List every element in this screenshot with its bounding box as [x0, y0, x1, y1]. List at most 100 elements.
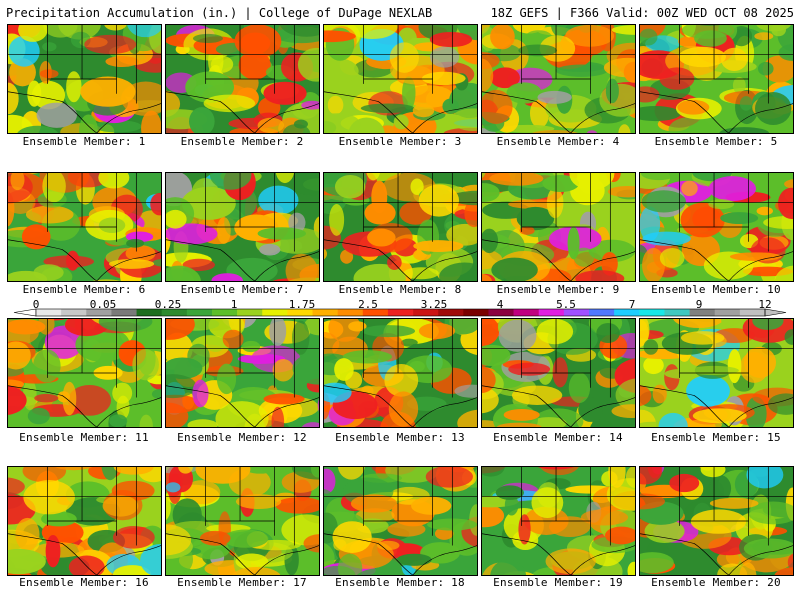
colorbar-swatch	[211, 309, 238, 316]
ensemble-map-panel	[639, 172, 794, 282]
ensemble-map-panel	[639, 318, 794, 428]
precipitation-map	[8, 467, 161, 575]
colorbar-tick-label: 1	[230, 298, 238, 311]
precipitation-map	[8, 25, 161, 133]
precipitation-map	[324, 173, 477, 281]
precipitation-map	[324, 25, 477, 133]
colorbar-swatch	[287, 309, 313, 316]
colorbar-swatch	[538, 309, 565, 316]
ensemble-map-panel	[323, 466, 478, 576]
colorbar-swatch	[689, 309, 716, 316]
precipitation-map	[166, 467, 319, 575]
ensemble-map-panel	[165, 466, 320, 576]
colorbar	[13, 308, 787, 317]
ensemble-map-panel	[165, 24, 320, 134]
precipitation-map	[482, 467, 635, 575]
ensemble-map-panel	[323, 318, 478, 428]
ensemble-map-panel	[481, 172, 636, 282]
ensemble-map-panel	[639, 466, 794, 576]
ensemble-map-panel	[481, 318, 636, 428]
colorbar-swatch	[387, 309, 414, 316]
ensemble-map-panel	[481, 24, 636, 134]
colorbar-swatch	[262, 309, 288, 316]
colorbar-tick-label: 12	[758, 298, 772, 311]
colorbar-swatch	[237, 309, 263, 316]
ensemble-member-label: Ensemble Member: 9	[496, 283, 620, 296]
ensemble-map-panel	[639, 24, 794, 134]
precipitation-map	[166, 319, 319, 427]
colorbar-swatch	[438, 309, 464, 316]
model-run-info: 18Z GEFS | F366 Valid: 00Z WED OCT 08 20…	[490, 6, 794, 20]
ensemble-member-label: Ensemble Member: 19	[493, 576, 623, 589]
ensemble-member-label: Ensemble Member: 5	[654, 135, 778, 148]
precipitation-map	[640, 25, 793, 133]
ensemble-member-label: Ensemble Member: 14	[493, 431, 623, 444]
ensemble-member-label: Ensemble Member: 17	[177, 576, 307, 589]
ensemble-map-panel	[323, 24, 478, 134]
colorbar-swatch	[664, 309, 690, 316]
ensemble-member-label: Ensemble Member: 3	[338, 135, 462, 148]
colorbar-tick-label: 3.25	[420, 298, 448, 311]
colorbar-swatch	[161, 309, 188, 316]
ensemble-member-label: Ensemble Member: 13	[335, 431, 465, 444]
colorbar-swatch	[589, 309, 615, 316]
colorbar-swatch	[413, 309, 439, 316]
ensemble-member-label: Ensemble Member: 11	[19, 431, 149, 444]
precipitation-map	[324, 467, 477, 575]
colorbar-tick-label: 0.25	[154, 298, 182, 311]
ensemble-member-label: Ensemble Member: 18	[335, 576, 465, 589]
colorbar-tick-label: 1.75	[288, 298, 316, 311]
ensemble-map-panel	[7, 318, 162, 428]
colorbar-swatch	[36, 309, 62, 316]
colorbar-tick-label: 9	[695, 298, 703, 311]
colorbar-swatch	[136, 309, 162, 316]
colorbar-swatch	[639, 309, 665, 316]
colorbar-swatch	[86, 309, 112, 316]
colorbar-tick-label: 4	[496, 298, 504, 311]
ensemble-member-label: Ensemble Member: 10	[651, 283, 781, 296]
precipitation-map	[166, 25, 319, 133]
colorbar-tick-label: 7	[628, 298, 636, 311]
ensemble-member-label: Ensemble Member: 6	[22, 283, 146, 296]
colorbar-tick-label: 0.05	[89, 298, 117, 311]
ensemble-member-label: Ensemble Member: 4	[496, 135, 620, 148]
colorbar-swatch	[186, 309, 213, 316]
ensemble-member-label: Ensemble Member: 7	[180, 283, 304, 296]
precipitation-map	[166, 173, 319, 281]
colorbar-swatch	[614, 309, 640, 316]
colorbar-swatch	[739, 309, 766, 316]
colorbar-tick-label: 2.5	[358, 298, 378, 311]
colorbar-swatch	[513, 309, 540, 316]
colorbar-swatch	[463, 309, 489, 316]
ensemble-map-panel	[481, 466, 636, 576]
precipitation-map	[482, 25, 635, 133]
ensemble-map-panel	[165, 318, 320, 428]
colorbar-swatch	[61, 309, 87, 316]
colorbar-tick-label: 5.5	[556, 298, 576, 311]
precipitation-map	[640, 319, 793, 427]
ensemble-member-label: Ensemble Member: 16	[19, 576, 149, 589]
precipitation-map	[640, 467, 793, 575]
colorbar-swatch	[111, 309, 137, 316]
ensemble-member-label: Ensemble Member: 2	[180, 135, 304, 148]
precipitation-map	[324, 319, 477, 427]
colorbar-swatch	[488, 309, 514, 316]
ensemble-member-label: Ensemble Member: 12	[177, 431, 307, 444]
ensemble-map-panel	[323, 172, 478, 282]
colorbar-swatch	[563, 309, 590, 316]
precipitation-map	[482, 173, 635, 281]
ensemble-map-panel	[7, 172, 162, 282]
ensemble-map-panel	[7, 24, 162, 134]
colorbar-swatch	[714, 309, 741, 316]
precipitation-map	[8, 319, 161, 427]
ensemble-map-panel	[165, 172, 320, 282]
colorbar-swatch	[312, 309, 338, 316]
ensemble-map-panel	[7, 466, 162, 576]
precipitation-map	[482, 319, 635, 427]
ensemble-member-label: Ensemble Member: 1	[22, 135, 146, 148]
ensemble-member-label: Ensemble Member: 20	[651, 576, 781, 589]
page-title: Precipitation Accumulation (in.) | Colle…	[6, 6, 433, 20]
precipitation-map	[640, 173, 793, 281]
ensemble-member-label: Ensemble Member: 15	[651, 431, 781, 444]
ensemble-member-label: Ensemble Member: 8	[338, 283, 462, 296]
